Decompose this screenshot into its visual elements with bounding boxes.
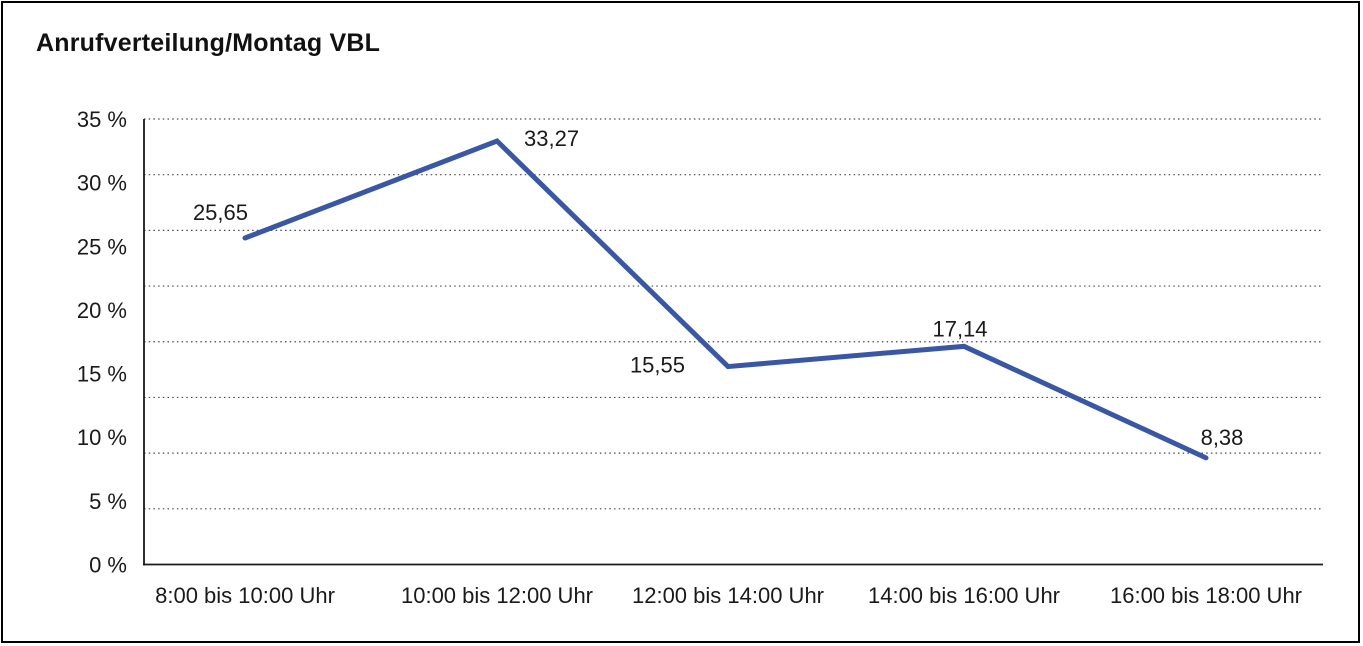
data-point-label: 17,14: [932, 316, 987, 341]
y-tick-label: 35 %: [77, 107, 127, 132]
data-point-label: 25,65: [193, 200, 248, 225]
x-category-label: 10:00 bis 12:00 Uhr: [401, 583, 593, 608]
data-point-label: 33,27: [524, 126, 579, 151]
y-tick-label: 15 %: [77, 362, 127, 387]
x-category-label: 14:00 bis 16:00 Uhr: [868, 583, 1060, 608]
x-category-label: 12:00 bis 14:00 Uhr: [632, 583, 824, 608]
x-category-label: 16:00 bis 18:00 Uhr: [1110, 583, 1302, 608]
y-tick-label: 25 %: [77, 234, 127, 259]
y-tick-label: 20 %: [77, 298, 127, 323]
data-point-label: 8,38: [1201, 425, 1244, 450]
y-tick-label: 10 %: [77, 425, 127, 450]
chart-title: Anrufverteilung/Montag VBL: [36, 29, 381, 57]
y-tick-label: 30 %: [77, 171, 127, 196]
data-series-line: [242, 138, 1209, 461]
y-tick-label: 0 %: [89, 553, 127, 578]
y-tick-label: 5 %: [89, 489, 127, 514]
data-point-label: 15,55: [630, 353, 685, 378]
x-category-label: 8:00 bis 10:00 Uhr: [155, 583, 335, 608]
